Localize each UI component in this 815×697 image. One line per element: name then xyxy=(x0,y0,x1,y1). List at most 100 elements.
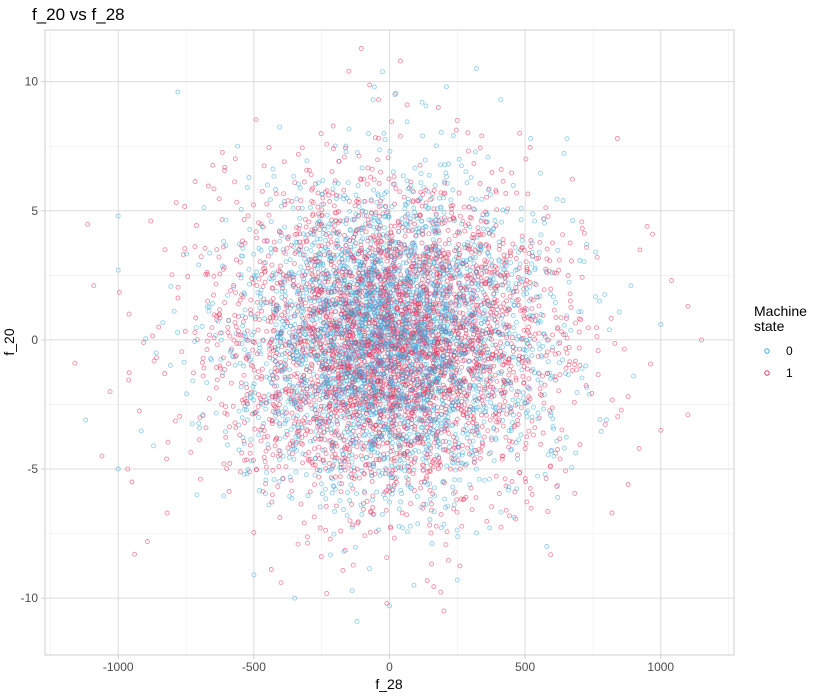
point-state-1 xyxy=(277,421,283,427)
point-state-1 xyxy=(515,297,521,303)
point-state-1 xyxy=(378,169,383,175)
point-state-1 xyxy=(504,335,510,340)
point-state-0 xyxy=(423,444,429,450)
point-state-0 xyxy=(311,371,316,377)
point-state-0 xyxy=(348,279,354,285)
point-state-0 xyxy=(305,493,311,499)
point-state-1 xyxy=(489,170,495,175)
point-state-0 xyxy=(332,508,338,514)
point-state-1 xyxy=(259,271,265,277)
point-state-1 xyxy=(557,372,563,378)
point-state-0 xyxy=(434,425,440,431)
point-state-0 xyxy=(271,270,276,276)
point-state-1 xyxy=(245,213,251,219)
point-state-1 xyxy=(462,402,467,408)
point-state-1 xyxy=(417,162,423,168)
point-state-1 xyxy=(541,400,547,406)
point-state-1 xyxy=(463,273,469,279)
point-state-1 xyxy=(332,178,338,184)
point-state-1 xyxy=(572,362,578,368)
point-state-0 xyxy=(264,469,270,475)
point-state-1 xyxy=(227,333,233,339)
point-state-0 xyxy=(252,314,258,320)
point-state-0 xyxy=(467,428,473,434)
point-state-1 xyxy=(234,341,240,347)
point-state-0 xyxy=(565,372,571,378)
point-state-1 xyxy=(612,340,618,346)
point-state-1 xyxy=(537,239,543,245)
point-state-0 xyxy=(309,337,315,343)
point-state-1 xyxy=(524,434,530,440)
point-state-1 xyxy=(492,372,498,378)
point-state-1 xyxy=(458,213,463,219)
point-state-1 xyxy=(513,402,519,408)
point-state-1 xyxy=(297,231,303,237)
point-state-1 xyxy=(346,247,352,253)
chart-title: f_20 vs f_28 xyxy=(32,5,125,24)
point-state-0 xyxy=(371,84,377,90)
point-state-0 xyxy=(351,422,357,428)
point-state-0 xyxy=(396,458,402,464)
point-state-0 xyxy=(560,357,566,363)
point-state-0 xyxy=(472,255,478,261)
point-state-0 xyxy=(345,490,350,496)
point-state-1 xyxy=(283,341,288,347)
point-state-1 xyxy=(553,377,559,383)
point-state-0 xyxy=(584,241,590,247)
point-state-0 xyxy=(418,504,424,510)
point-state-0 xyxy=(555,482,561,488)
point-state-0 xyxy=(251,381,257,387)
point-state-1 xyxy=(382,203,388,209)
point-state-0 xyxy=(354,491,360,497)
point-state-1 xyxy=(433,523,439,529)
point-state-1 xyxy=(247,450,253,456)
point-state-1 xyxy=(521,313,527,319)
point-state-1 xyxy=(456,190,462,196)
point-state-1 xyxy=(211,292,216,298)
point-state-0 xyxy=(258,294,263,300)
point-state-0 xyxy=(307,438,313,444)
point-state-0 xyxy=(380,424,386,430)
point-state-0 xyxy=(303,246,309,252)
point-state-1 xyxy=(532,425,538,431)
point-state-0 xyxy=(343,221,349,226)
point-state-0 xyxy=(184,251,189,257)
point-state-1 xyxy=(496,411,502,417)
point-state-1 xyxy=(259,376,264,382)
point-state-0 xyxy=(493,435,499,441)
point-state-0 xyxy=(396,267,402,273)
point-state-1 xyxy=(472,351,477,357)
point-state-0 xyxy=(555,247,561,253)
point-state-1 xyxy=(116,289,122,295)
point-state-0 xyxy=(318,481,324,487)
point-state-0 xyxy=(288,298,294,304)
point-state-0 xyxy=(578,309,584,315)
point-state-0 xyxy=(491,225,497,231)
point-state-0 xyxy=(353,211,359,217)
point-state-1 xyxy=(494,378,500,384)
point-state-0 xyxy=(474,234,480,240)
point-state-0 xyxy=(389,440,395,446)
point-state-1 xyxy=(384,555,390,561)
point-state-0 xyxy=(564,136,570,142)
point-state-0 xyxy=(399,491,405,497)
point-state-1 xyxy=(302,216,308,222)
point-state-0 xyxy=(537,346,543,352)
point-state-1 xyxy=(556,257,562,263)
point-state-1 xyxy=(291,261,297,267)
point-state-1 xyxy=(237,432,243,438)
point-state-0 xyxy=(363,209,369,215)
point-state-1 xyxy=(365,238,371,244)
point-state-0 xyxy=(480,226,486,232)
point-state-1 xyxy=(567,240,573,246)
point-state-1 xyxy=(256,220,261,226)
point-state-0 xyxy=(291,173,297,179)
point-state-1 xyxy=(446,557,451,563)
point-state-1 xyxy=(552,351,558,357)
point-state-0 xyxy=(405,196,411,202)
point-state-0 xyxy=(461,242,467,248)
point-state-0 xyxy=(407,523,413,529)
point-state-0 xyxy=(264,397,270,403)
point-state-0 xyxy=(273,187,278,192)
point-state-0 xyxy=(473,66,479,71)
